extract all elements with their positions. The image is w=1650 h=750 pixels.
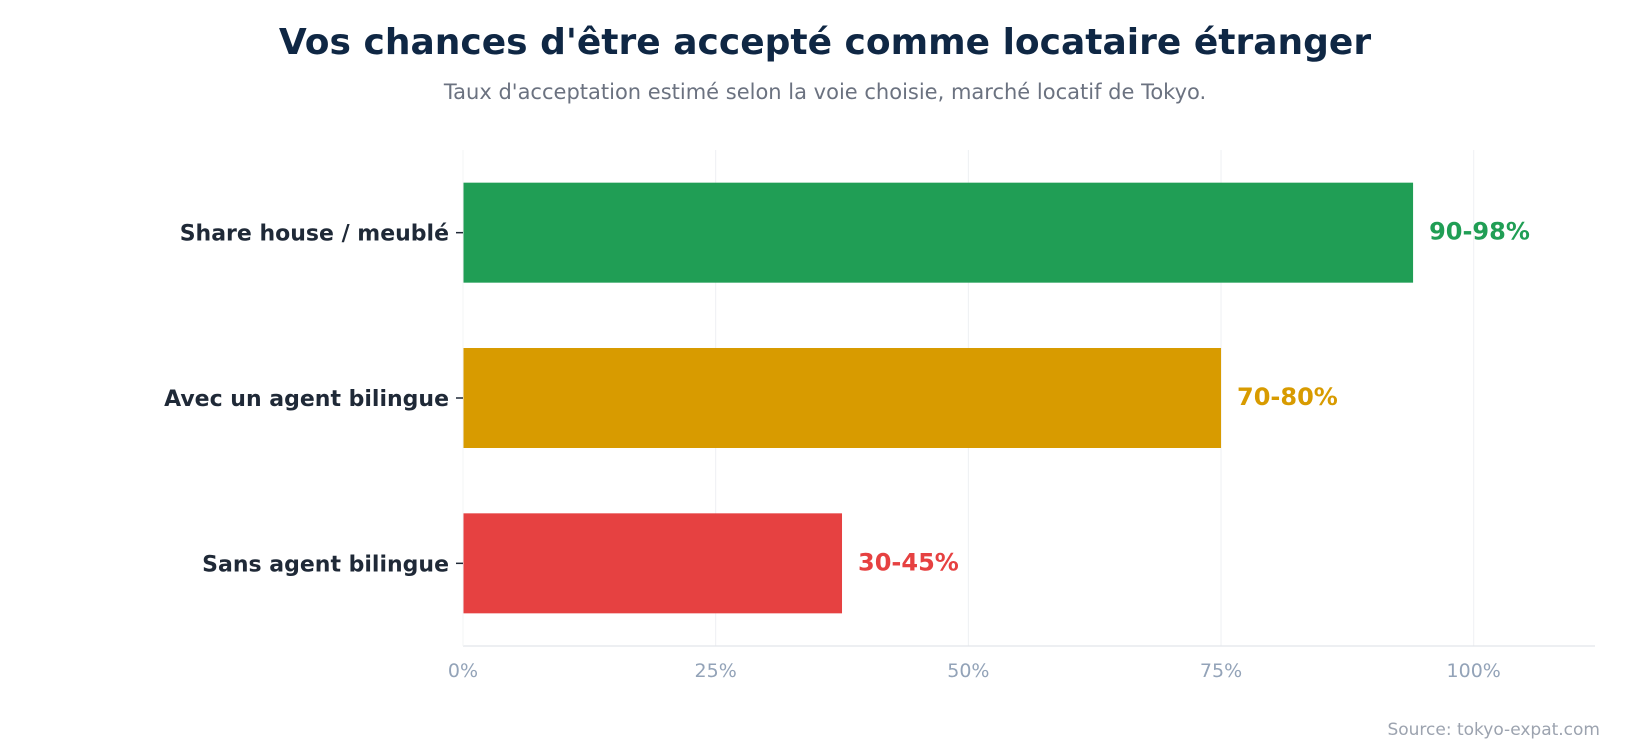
x-tick-label-4: 100% [1447,660,1501,682]
x-tick-label-2: 50% [947,660,989,682]
axes [456,150,1595,647]
category-label-0: Share house / meublé [180,222,449,247]
bar-2 [463,513,843,614]
chart-source: Source: tokyo-expat.com [1387,720,1600,740]
bar-1 [463,348,1222,448]
value-label-0: 90-98% [1429,218,1530,246]
x-tick-label-0: 0% [448,660,478,682]
category-label-1: Avec un agent bilingue [164,387,449,412]
value-label-2: 30-45% [858,548,959,576]
chart-title: Vos chances d'être accepté comme locatai… [278,22,1372,63]
labels: 0% 25% 50% 75% 100% Share house / meublé 90-98… [164,218,1530,682]
value-label-1: 70-80% [1237,383,1338,411]
bars [463,182,1414,614]
bar-0 [463,182,1414,283]
x-tick-label-1: 25% [695,660,737,682]
category-label-2: Sans agent bilingue [202,552,449,577]
x-tick-label-3: 75% [1200,660,1242,682]
chart-subtitle: Taux d'acceptation estimé selon la voie … [443,80,1207,104]
